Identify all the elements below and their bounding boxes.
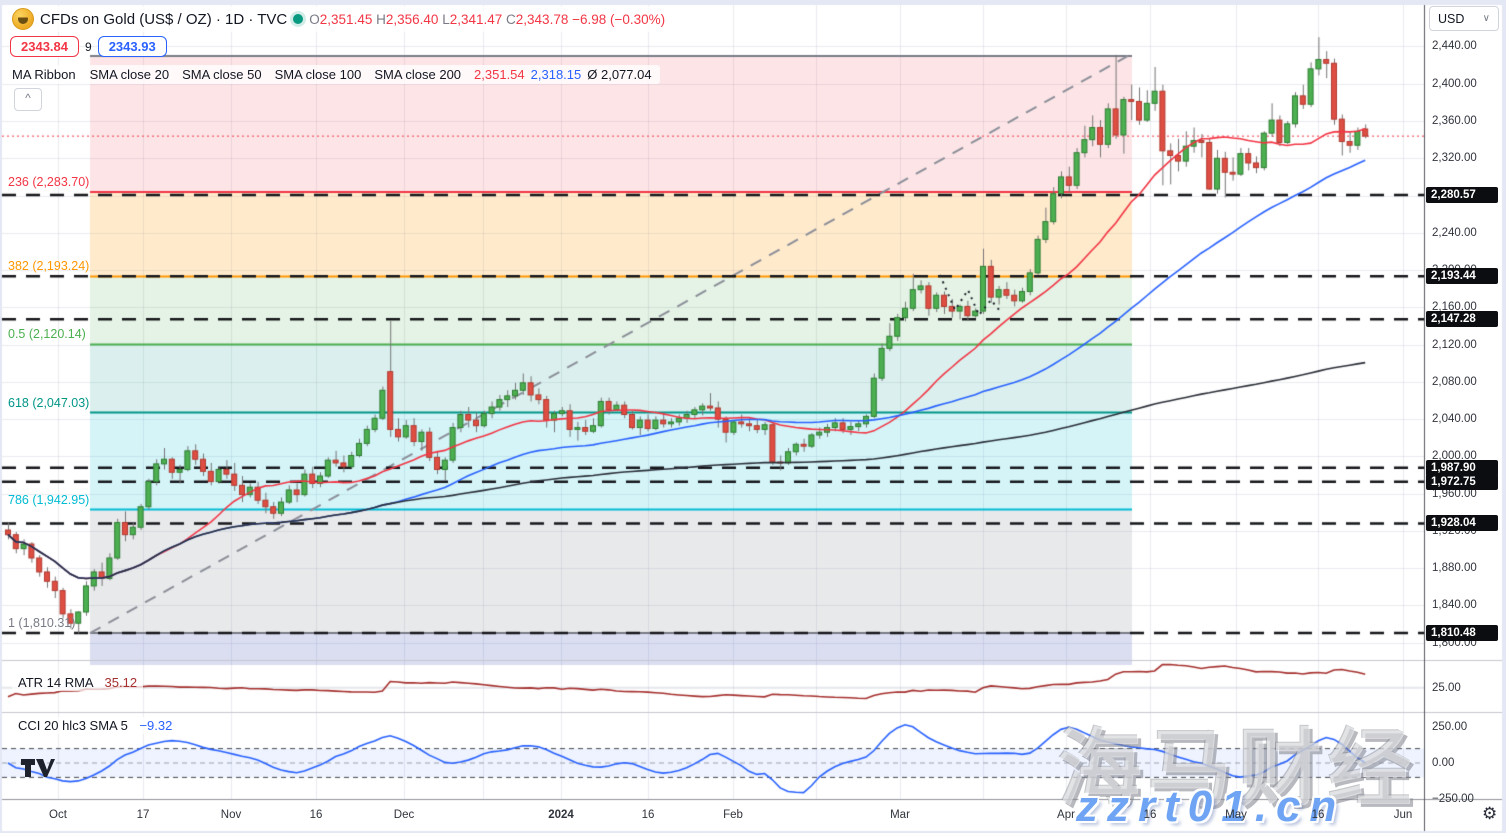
cci-label: CCI 20 hlc3 SMA 5 xyxy=(18,718,128,733)
sell-button[interactable]: 2343.84 xyxy=(10,36,79,57)
time-tick-label: 17 xyxy=(136,809,150,821)
high-value: 2,356.40 xyxy=(385,11,439,27)
price-level-badge: 1,928.04 xyxy=(1426,515,1498,532)
ma-value-avg: Ø 2,077.04 xyxy=(587,67,652,82)
ma-ribbon-title: MA Ribbon xyxy=(12,67,76,82)
time-tick-label: 16 xyxy=(1311,809,1325,821)
ma-ribbon-legend[interactable]: MA Ribbon SMA close 20 SMA close 50 SMA … xyxy=(8,65,660,84)
time-tick-label: 16 xyxy=(641,809,655,821)
price-tick-label: 2,400.00 xyxy=(1432,77,1477,90)
price-tick-label: 1,960.00 xyxy=(1432,487,1477,500)
price-tick-label: 2,360.00 xyxy=(1432,115,1477,128)
fib-level-label[interactable]: 1 (1,810.31) xyxy=(8,616,76,631)
price-tick-label: 2,040.00 xyxy=(1432,413,1477,426)
price-level-badge: 1,972.75 xyxy=(1426,473,1498,490)
time-tick-label: Mar xyxy=(890,809,910,821)
cci-tick-label: −250.00 xyxy=(1432,793,1474,805)
fib-level-label[interactable]: 0.5 (2,120.14) xyxy=(8,327,86,342)
time-tick-label: Dec xyxy=(393,809,415,821)
open-value: 2,351.45 xyxy=(319,11,373,27)
cci-value: −9.32 xyxy=(139,718,173,733)
cci-tick-label: 250.00 xyxy=(1432,721,1468,733)
ma-param-20: SMA close 20 xyxy=(89,67,170,82)
time-tick-label: 2024 xyxy=(548,809,574,821)
fib-level-label[interactable]: 618 (2,047.03) xyxy=(8,395,90,410)
chevron-down-icon: ∨ xyxy=(1482,13,1490,24)
buy-button[interactable]: 2343.93 xyxy=(97,36,167,57)
atr-tick-label: 25.00 xyxy=(1432,681,1461,694)
atr-label: ATR 14 RMA xyxy=(18,675,93,690)
price-tick-label: 2,320.00 xyxy=(1432,152,1477,165)
symbol-legend: CFDs on Gold (US$ / OZ) · 1D · TVC O2,35… xyxy=(8,6,674,32)
cci-legend[interactable]: CCI 20 hlc3 SMA 5 −9.32 xyxy=(12,717,179,734)
fib-level-label[interactable]: 382 (2,193.24) xyxy=(8,259,90,274)
atr-value: 35.12 xyxy=(104,675,138,690)
spread-value: 9 xyxy=(85,39,92,54)
currency-selector[interactable]: USD ∨ xyxy=(1429,6,1499,31)
time-tick-label: 16 xyxy=(309,809,323,821)
time-tick-label: Feb xyxy=(723,809,743,821)
price-level-badge: 2,147.28 xyxy=(1426,311,1498,328)
price-tick-label: 1,880.00 xyxy=(1432,562,1477,575)
time-tick-label: 16 xyxy=(1143,809,1157,821)
ma-param-200: SMA close 200 xyxy=(374,67,462,82)
time-tick-label: May xyxy=(1225,809,1247,821)
price-level-badge: 1,987.90 xyxy=(1426,459,1498,476)
close-value: 2,343.78 xyxy=(515,11,569,27)
fib-level-label[interactable]: 786 (1,942.95) xyxy=(8,492,90,507)
atr-legend[interactable]: ATR 14 RMA 35.12 xyxy=(12,674,144,691)
change-value: −6.98 (−0.30%) xyxy=(572,11,666,27)
price-tick-label: 2,080.00 xyxy=(1432,375,1477,388)
time-tick-label: Apr xyxy=(1057,809,1075,821)
price-level-badge: 1,810.48 xyxy=(1426,625,1498,641)
axis-settings-gear-icon[interactable]: ⚙ xyxy=(1482,804,1498,823)
cci-tick-label: 0.00 xyxy=(1432,757,1455,769)
ma-value-20: 2,351.54 xyxy=(474,67,525,82)
price-level-badge: 2,280.57 xyxy=(1426,187,1498,204)
price-tick-label: 2,000.00 xyxy=(1432,450,1477,463)
currency-label: USD xyxy=(1438,11,1465,26)
fib-level-label[interactable]: 236 (2,283.70) xyxy=(8,175,90,190)
trade-panel: 2343.84 9 2343.93 xyxy=(10,36,167,57)
price-tick-label: 2,120.00 xyxy=(1432,338,1477,351)
time-tick-label: Nov xyxy=(220,809,242,821)
ma-param-50: SMA close 50 xyxy=(182,67,262,82)
price-tick-label: 2,240.00 xyxy=(1432,226,1477,239)
ohlc-values: O2,351.45 H2,356.40 L2,341.47 C2,343.78 … xyxy=(309,11,666,27)
low-value: 2,341.47 xyxy=(449,11,503,27)
price-level-badge: 2,193.44 xyxy=(1426,268,1498,285)
market-status-dot[interactable] xyxy=(293,14,304,24)
time-tick-label: Jun xyxy=(1393,809,1413,821)
tradingview-logo-icon[interactable] xyxy=(20,757,56,784)
gold-symbol-logo xyxy=(12,8,34,30)
collapse-legend-button[interactable]: ^ xyxy=(14,88,42,111)
price-tick-label: 1,840.00 xyxy=(1432,599,1477,612)
price-tick-label: 2,440.00 xyxy=(1432,40,1477,53)
ma-param-100: SMA close 100 xyxy=(274,67,362,82)
time-tick-label: Oct xyxy=(49,809,67,821)
price-tick-label: 2,160.00 xyxy=(1432,301,1477,314)
ma-value-50: 2,318.15 xyxy=(530,67,582,82)
symbol-title[interactable]: CFDs on Gold (US$ / OZ) · 1D · TVC xyxy=(40,10,288,28)
